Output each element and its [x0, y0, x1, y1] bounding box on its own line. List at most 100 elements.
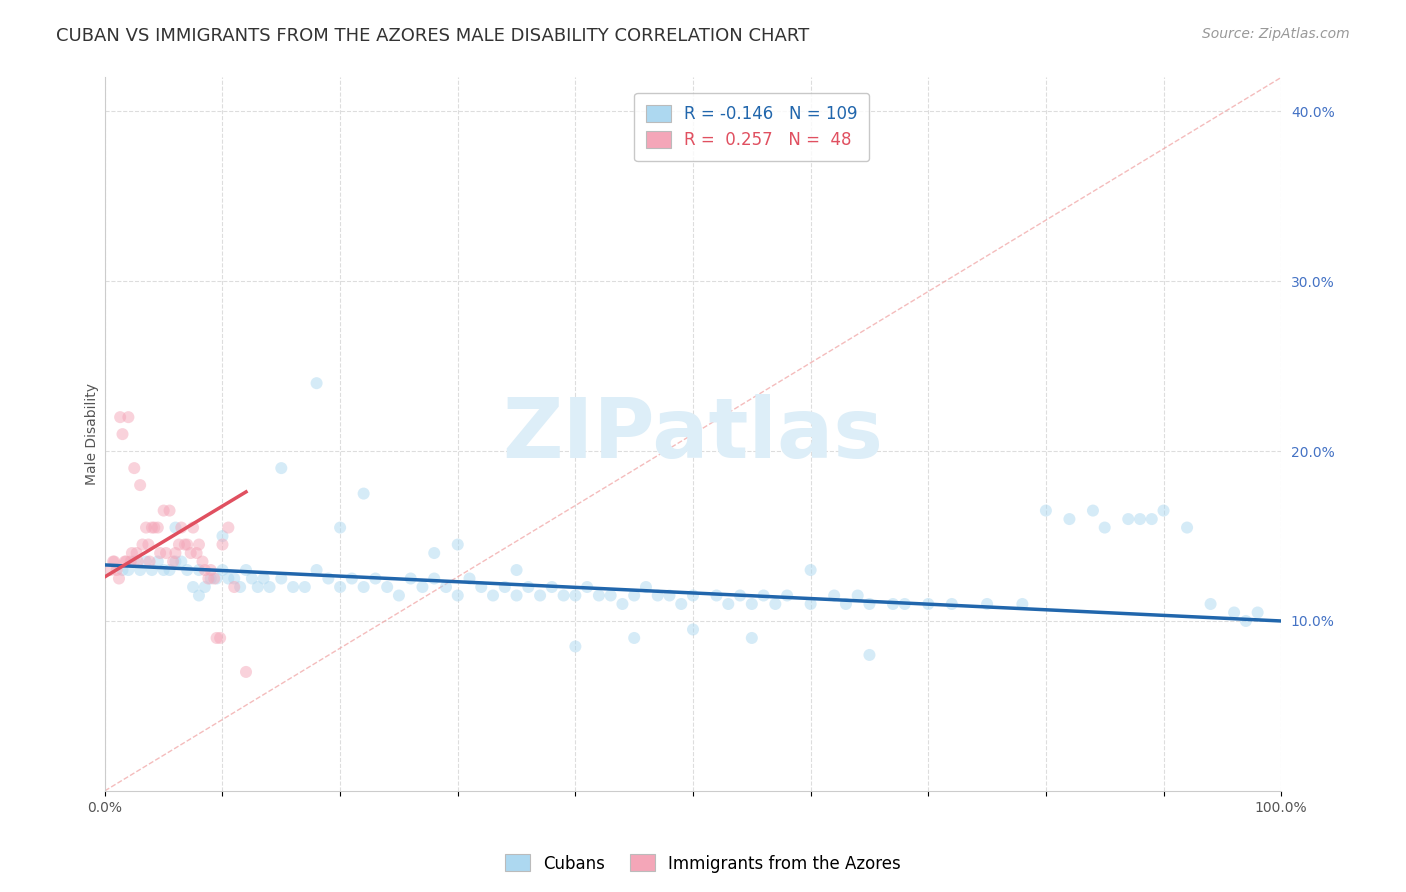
- Point: [173, 537, 195, 551]
- Point: [728, 589, 751, 603]
- Point: [122, 461, 145, 475]
- Point: [576, 580, 599, 594]
- Point: [131, 537, 153, 551]
- Point: [353, 486, 375, 500]
- Y-axis label: Male Disability: Male Disability: [86, 384, 100, 485]
- Point: [882, 597, 904, 611]
- Point: [162, 555, 184, 569]
- Point: [188, 589, 211, 603]
- Point: [200, 572, 222, 586]
- Point: [388, 589, 411, 603]
- Point: [141, 563, 163, 577]
- Legend: R = -0.146   N = 109, R =  0.257   N =  48: R = -0.146 N = 109, R = 0.257 N = 48: [634, 93, 869, 161]
- Point: [194, 580, 217, 594]
- Point: [763, 597, 786, 611]
- Point: [235, 665, 257, 679]
- Point: [1246, 606, 1268, 620]
- Point: [181, 580, 204, 594]
- Point: [1059, 512, 1081, 526]
- Point: [941, 597, 963, 611]
- Point: [353, 580, 375, 594]
- Point: [399, 572, 422, 586]
- Point: [917, 597, 939, 611]
- Point: [706, 589, 728, 603]
- Point: [364, 572, 387, 586]
- Point: [447, 537, 470, 551]
- Point: [127, 555, 149, 569]
- Point: [893, 597, 915, 611]
- Point: [217, 572, 239, 586]
- Point: [505, 589, 527, 603]
- Point: [155, 546, 177, 560]
- Point: [1116, 512, 1139, 526]
- Point: [152, 503, 174, 517]
- Point: [564, 589, 586, 603]
- Point: [229, 580, 252, 594]
- Point: [1081, 503, 1104, 517]
- Point: [197, 572, 219, 586]
- Legend: Cubans, Immigrants from the Azores: Cubans, Immigrants from the Azores: [498, 847, 908, 880]
- Point: [329, 580, 352, 594]
- Point: [423, 546, 446, 560]
- Point: [517, 580, 540, 594]
- Point: [800, 597, 823, 611]
- Point: [235, 563, 257, 577]
- Point: [1129, 512, 1152, 526]
- Point: [202, 572, 225, 586]
- Text: CUBAN VS IMMIGRANTS FROM THE AZORES MALE DISABILITY CORRELATION CHART: CUBAN VS IMMIGRANTS FROM THE AZORES MALE…: [56, 27, 810, 45]
- Point: [117, 410, 139, 425]
- Point: [823, 589, 845, 603]
- Point: [411, 580, 433, 594]
- Point: [776, 589, 799, 603]
- Text: ZIPatlas: ZIPatlas: [502, 393, 883, 475]
- Text: Source: ZipAtlas.com: Source: ZipAtlas.com: [1202, 27, 1350, 41]
- Point: [858, 597, 880, 611]
- Point: [152, 563, 174, 577]
- Point: [246, 580, 269, 594]
- Point: [188, 563, 211, 577]
- Point: [108, 572, 131, 586]
- Point: [253, 572, 276, 586]
- Point: [138, 537, 160, 551]
- Point: [270, 572, 292, 586]
- Point: [1199, 597, 1222, 611]
- Point: [103, 555, 125, 569]
- Point: [122, 555, 145, 569]
- Point: [305, 563, 328, 577]
- Point: [835, 597, 858, 611]
- Point: [270, 461, 292, 475]
- Point: [540, 580, 562, 594]
- Point: [682, 589, 704, 603]
- Point: [494, 580, 516, 594]
- Point: [125, 546, 148, 560]
- Point: [224, 580, 246, 594]
- Point: [159, 563, 181, 577]
- Point: [165, 520, 187, 534]
- Point: [188, 537, 211, 551]
- Point: [170, 520, 193, 534]
- Point: [340, 572, 363, 586]
- Point: [149, 546, 172, 560]
- Point: [240, 572, 263, 586]
- Point: [658, 589, 681, 603]
- Point: [209, 631, 232, 645]
- Point: [135, 555, 157, 569]
- Point: [846, 589, 869, 603]
- Point: [186, 546, 208, 560]
- Point: [217, 520, 239, 534]
- Point: [599, 589, 621, 603]
- Point: [111, 563, 134, 577]
- Point: [180, 546, 202, 560]
- Point: [505, 563, 527, 577]
- Point: [181, 520, 204, 534]
- Point: [191, 555, 214, 569]
- Point: [318, 572, 340, 586]
- Point: [1140, 512, 1163, 526]
- Point: [564, 640, 586, 654]
- Point: [146, 520, 169, 534]
- Point: [176, 563, 198, 577]
- Point: [205, 572, 228, 586]
- Point: [200, 563, 222, 577]
- Point: [159, 503, 181, 517]
- Point: [194, 563, 217, 577]
